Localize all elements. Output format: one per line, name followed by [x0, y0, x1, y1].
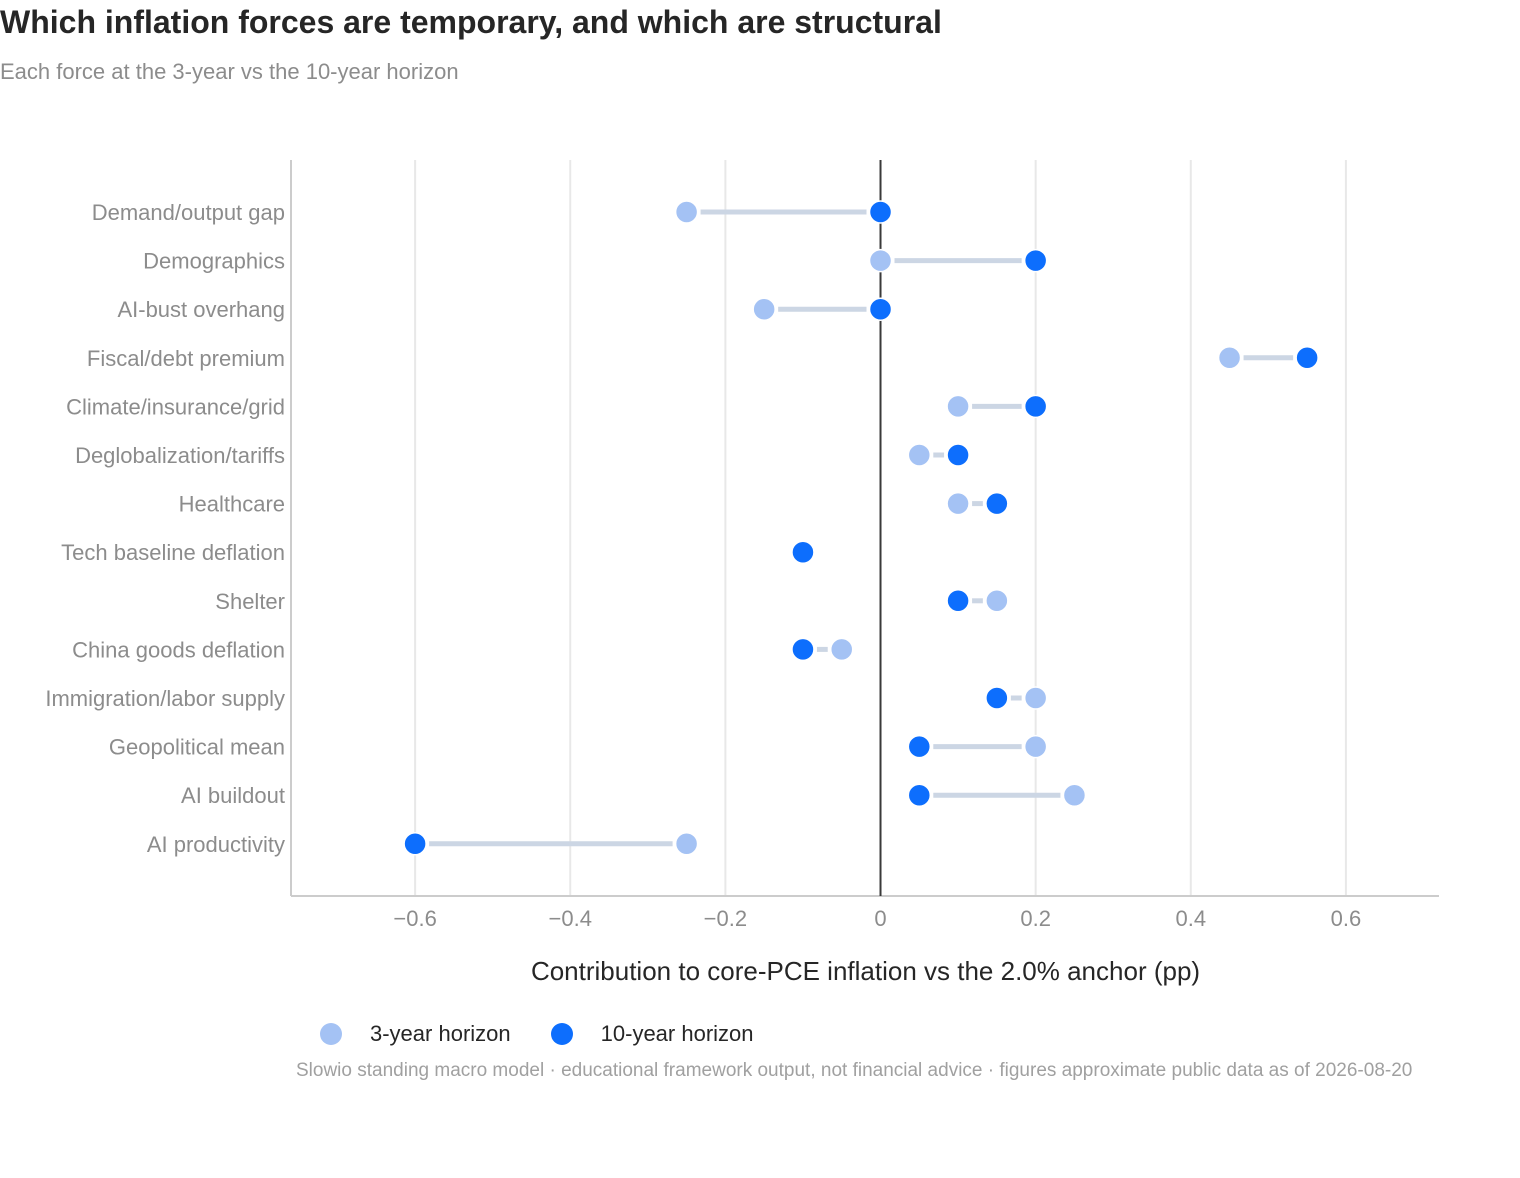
point-10-year	[791, 637, 815, 662]
legend-item-10-year[interactable]: 10-year horizon	[550, 1021, 754, 1047]
point-3-year	[1217, 346, 1242, 370]
legend-marker-3-year	[320, 1023, 342, 1045]
legend-marker-10-year	[550, 1023, 573, 1045]
point-3-year	[946, 491, 970, 516]
point-10-year	[403, 832, 427, 856]
chart-subtitle: Each force at the 3-year vs the 10-year …	[0, 59, 459, 84]
point-3-year	[868, 248, 893, 273]
y-category-label: AI-bust overhang	[117, 297, 285, 322]
point-10-year	[985, 491, 1009, 516]
y-category-label: China goods deflation	[72, 637, 285, 662]
y-category-label: Fiscal/debt premium	[87, 346, 285, 371]
point-3-year	[829, 637, 854, 662]
point-10-year	[791, 540, 815, 564]
y-category-label: AI buildout	[181, 783, 285, 808]
x-tick-label: 0.2	[1020, 906, 1051, 931]
point-3-year	[1023, 734, 1048, 759]
point-10-year	[1023, 394, 1048, 419]
point-3-year	[674, 200, 699, 224]
legend-item-3-year[interactable]: 3-year horizon	[320, 1021, 511, 1047]
x-tick-label: −0.6	[393, 906, 436, 931]
y-category-label: Healthcare	[179, 492, 285, 517]
legend-label-3-year: 3-year horizon	[370, 1021, 511, 1046]
source-note: Slowio standing macro model · educationa…	[296, 1060, 1413, 1081]
legend-label-10-year: 10-year horizon	[600, 1021, 754, 1046]
point-10-year	[907, 734, 932, 759]
point-10-year	[907, 783, 932, 807]
y-category-label: Immigration/labor supply	[45, 686, 285, 711]
point-10-year	[985, 686, 1009, 710]
x-tick-label: −0.4	[549, 906, 592, 931]
y-category-label: Climate/insurance/grid	[66, 394, 285, 419]
x-tick-label: −0.2	[704, 906, 747, 931]
point-3-year	[674, 832, 699, 856]
point-3-year	[946, 394, 970, 419]
dumbbell-chart: −0.6 −0.4 −0.2 0 0.2 0.4 0.6 Contribution to co…	[45, 160, 1439, 986]
point-3-year	[1023, 686, 1048, 710]
legend: 3-year horizon 10-year horizon	[320, 1021, 794, 1047]
point-10-year	[946, 589, 970, 613]
point-10-year	[1295, 346, 1319, 370]
y-category-label: Demographics	[143, 249, 285, 274]
x-tick-label: 0.4	[1175, 906, 1206, 931]
chart-title: Which inflation forces are temporary, an…	[0, 4, 942, 40]
point-3-year	[1062, 783, 1087, 807]
y-category-label: Demand/output gap	[92, 200, 285, 225]
x-tick-label: 0	[874, 906, 886, 931]
x-axis-label: Contribution to core-PCE inflation vs th…	[531, 956, 1200, 986]
y-category-label: Tech baseline deflation	[61, 540, 285, 565]
y-category-label: Deglobalization/tariffs	[75, 443, 285, 468]
point-3-year	[985, 589, 1009, 613]
y-category-label: Shelter	[215, 589, 285, 614]
point-10-year	[1023, 248, 1048, 273]
point-3-year	[752, 297, 776, 321]
x-tick-label: 0.6	[1331, 906, 1362, 931]
y-category-label: AI productivity	[147, 832, 285, 857]
point-3-year	[907, 443, 932, 467]
y-category-label: Geopolitical mean	[109, 735, 285, 760]
point-10-year	[946, 443, 970, 467]
point-10-year	[868, 297, 893, 321]
point-10-year	[868, 200, 893, 224]
